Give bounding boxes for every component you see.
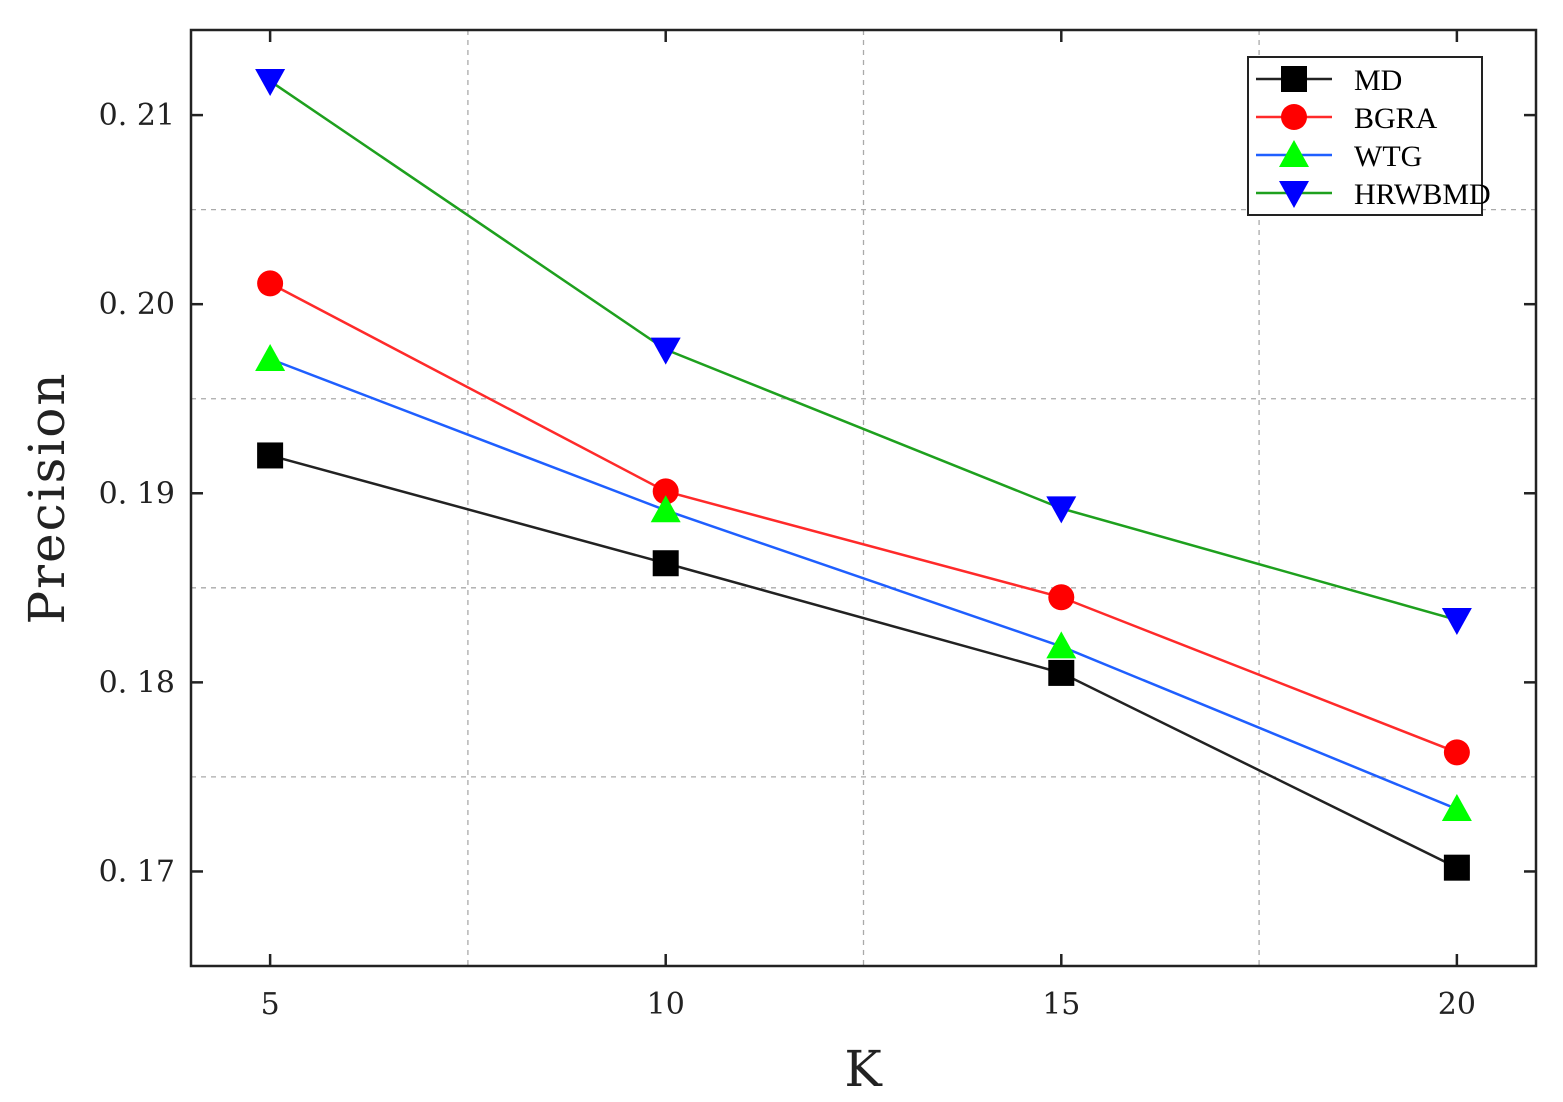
legend-label-hrwbmd: HRWBMD	[1354, 178, 1491, 211]
legend: MD BGRA WTG HRWBMD	[1247, 56, 1491, 216]
x-tick-label: 5	[261, 987, 280, 1022]
data-series	[255, 69, 1472, 881]
y-tick-label: 0. 19	[99, 476, 175, 511]
legend-label-md: MD	[1354, 64, 1402, 97]
data-point-wtg	[1441, 794, 1472, 822]
data-point-bgra	[1048, 584, 1075, 611]
legend-item-bgra: BGRA	[1256, 102, 1438, 135]
y-axis-title: Precision	[18, 371, 76, 624]
series-wtg	[255, 344, 1472, 822]
legend-swatch-marker-hrwbmd	[1279, 181, 1309, 208]
data-point-bgra	[652, 478, 679, 505]
series-hrwbmd	[255, 69, 1472, 635]
data-point-md	[1048, 659, 1075, 686]
legend-item-hrwbmd: HRWBMD	[1256, 178, 1491, 211]
x-tick-label: 10	[647, 987, 685, 1022]
data-point-wtg	[1046, 631, 1077, 659]
legend-item-wtg: WTG	[1256, 140, 1422, 173]
legend-label-bgra: BGRA	[1354, 102, 1438, 135]
series-line-md	[269, 454, 1458, 869]
data-point-wtg	[255, 344, 286, 372]
y-tick-label: 0. 20	[99, 287, 175, 322]
data-point-hrwbmd	[1046, 496, 1077, 524]
data-point-bgra	[257, 270, 284, 297]
x-tick-labels: 5 10 15 20	[261, 987, 1476, 1022]
legend-label-wtg: WTG	[1354, 140, 1422, 173]
data-point-hrwbmd	[255, 69, 286, 97]
legend-swatch-marker-bgra	[1281, 104, 1307, 130]
data-point-md	[257, 442, 284, 469]
series-md	[257, 442, 1470, 881]
y-tick-label: 0. 18	[99, 665, 175, 700]
data-point-hrwbmd	[1441, 607, 1472, 635]
series-line-hrwbmd	[269, 80, 1458, 622]
y-tick-label: 0. 21	[99, 98, 175, 133]
x-tick-label: 20	[1438, 987, 1476, 1022]
series-bgra	[257, 270, 1470, 766]
legend-swatch-marker-wtg	[1279, 140, 1309, 167]
axis-ticks	[191, 30, 1536, 966]
series-line-wtg	[269, 357, 1458, 811]
plot-frame	[189, 28, 1538, 968]
grid-lines	[191, 30, 1536, 966]
data-point-md	[652, 550, 679, 577]
y-tick-labels: 0. 17 0. 18 0. 19 0. 20 0. 21	[99, 98, 175, 889]
x-tick-label: 15	[1042, 987, 1080, 1022]
series-line-bgra	[269, 282, 1458, 754]
data-point-wtg	[650, 495, 681, 523]
y-tick-label: 0. 17	[99, 854, 175, 889]
data-point-bgra	[1443, 739, 1470, 766]
x-axis-title: K	[844, 1040, 883, 1098]
data-point-md	[1443, 854, 1470, 881]
data-point-hrwbmd	[650, 337, 681, 365]
legend-swatch-marker-md	[1281, 66, 1307, 92]
legend-item-md: MD	[1256, 64, 1402, 97]
